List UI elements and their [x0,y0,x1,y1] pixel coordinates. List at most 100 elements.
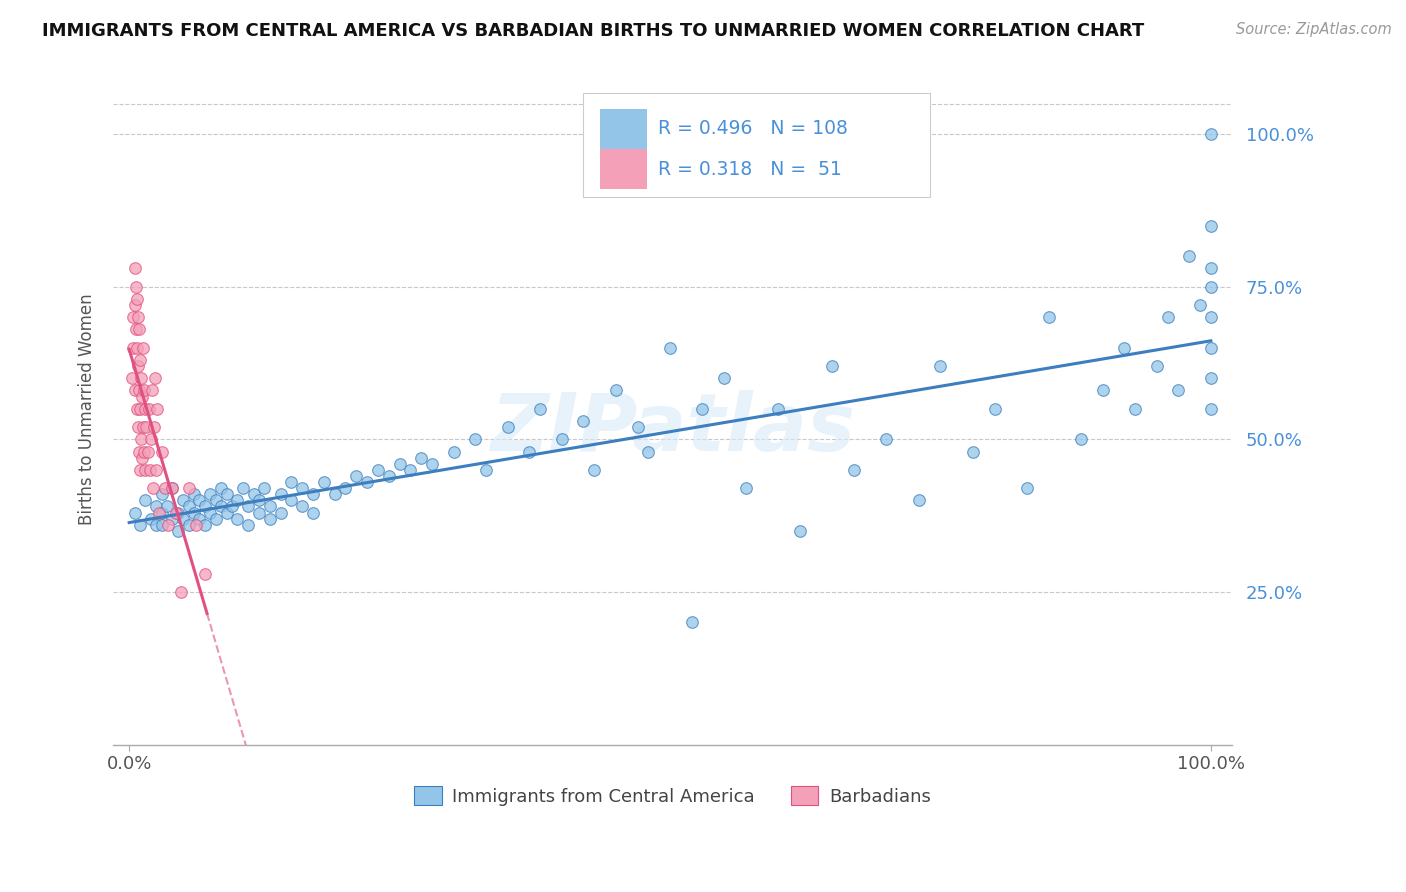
Point [1167,384,1189,398]
Point [1156,310,1178,325]
Point [134,463,156,477]
Point [131,450,153,465]
Point [128,384,150,398]
Point [188,493,211,508]
Point [420,457,443,471]
Point [475,463,498,477]
Point [734,481,756,495]
Point [135,420,157,434]
Point [312,475,335,489]
Point [209,500,232,514]
Point [1199,310,1222,325]
Point [1199,261,1222,276]
Point [929,359,952,373]
Point [188,511,211,525]
Point [146,401,169,416]
Point [165,506,187,520]
Point [681,615,703,630]
Point [131,390,153,404]
Point [356,475,378,489]
Point [200,487,222,501]
Point [1114,341,1136,355]
Point [1091,384,1114,398]
Point [215,487,238,501]
Point [139,511,162,525]
Point [129,371,152,385]
Point [907,493,929,508]
Point [766,401,789,416]
Point [1199,279,1222,293]
Point [713,371,735,385]
Point [399,463,422,477]
Point [226,511,249,525]
Point [138,463,160,477]
Point [128,322,150,336]
Point [129,353,152,368]
FancyBboxPatch shape [583,93,931,197]
Point [143,371,166,385]
Point [344,469,367,483]
Point [291,481,314,495]
Point [204,493,226,508]
Point [129,433,152,447]
Point [150,517,173,532]
Point [153,481,176,495]
Point [1199,219,1222,233]
Point [143,420,166,434]
Point [166,524,188,538]
Point [148,506,170,520]
Point [842,463,865,477]
Point [236,517,259,532]
Point [172,511,194,525]
Point [1038,310,1060,325]
Point [259,500,281,514]
Point [194,500,217,514]
Point [136,444,159,458]
Point [583,463,606,477]
Point [127,420,149,434]
Point [129,463,152,477]
Point [122,341,145,355]
Point [464,433,486,447]
Point [962,444,984,458]
Point [529,401,551,416]
Point [124,279,146,293]
Point [378,469,401,483]
Point [150,506,173,520]
Point [141,384,163,398]
Point [125,341,148,355]
Point [302,506,325,520]
Point [177,500,200,514]
Point [236,500,259,514]
Point [172,493,194,508]
FancyBboxPatch shape [600,109,647,149]
Point [183,487,205,501]
Text: R = 0.496   N = 108: R = 0.496 N = 108 [658,120,848,138]
Point [186,517,208,532]
Point [194,517,217,532]
Point [170,585,193,599]
Point [1199,127,1222,141]
Text: IMMIGRANTS FROM CENTRAL AMERICA VS BARBADIAN BIRTHS TO UNMARRIED WOMEN CORRELATI: IMMIGRANTS FROM CENTRAL AMERICA VS BARBA… [42,22,1144,40]
Point [162,481,184,495]
Point [572,414,595,428]
Point [177,517,200,532]
Point [259,511,281,525]
Point [209,481,232,495]
Point [1199,401,1222,416]
Point [132,420,155,434]
Point [1199,371,1222,385]
Point [145,463,167,477]
Y-axis label: Births to Unmarried Women: Births to Unmarried Women [79,293,96,524]
Point [134,444,156,458]
Point [270,487,292,501]
Point [280,493,302,508]
Point [134,401,156,416]
Point [221,500,243,514]
Point [124,322,146,336]
Point [150,487,173,501]
Point [605,384,627,398]
Point [156,500,179,514]
Point [129,517,152,532]
Point [125,401,148,416]
